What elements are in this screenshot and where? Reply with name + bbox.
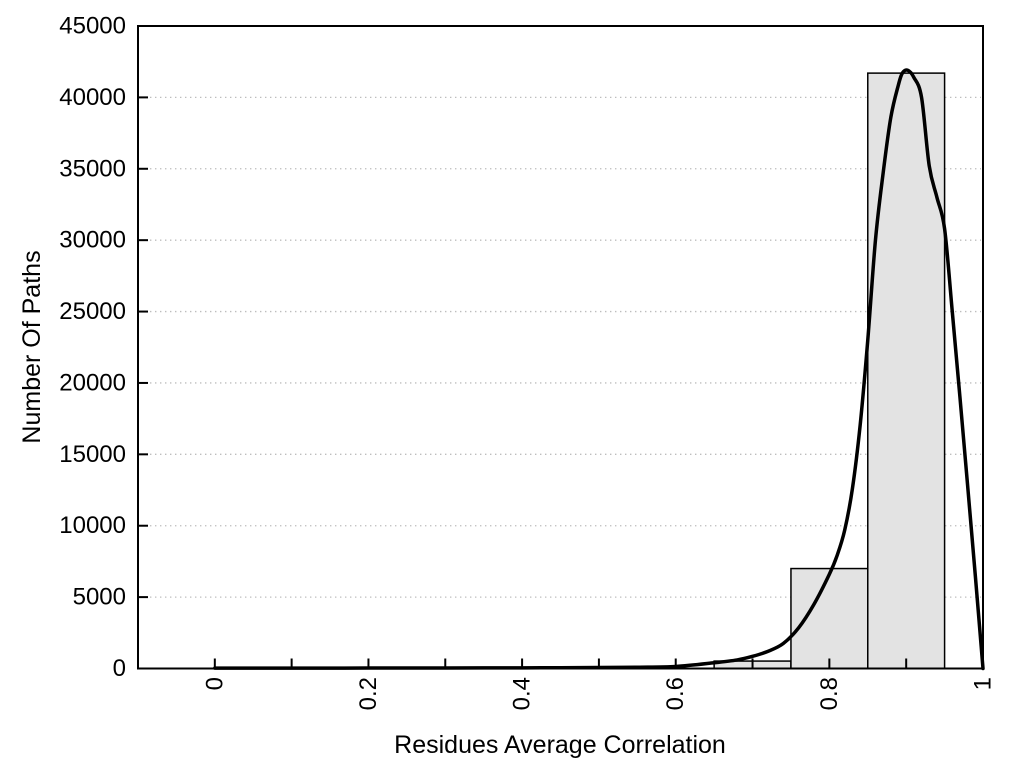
y-tick-label: 30000 — [59, 227, 126, 254]
tick-labels-layer: 0 5000 10000 15000 20000 25000 30000 35000 40000… — [59, 13, 996, 711]
y-tick-label: 25000 — [59, 298, 126, 325]
y-tick-label: 15000 — [59, 441, 126, 468]
x-axis-title: Residues Average Correlation — [394, 731, 726, 759]
y-tick-label: 35000 — [59, 155, 126, 182]
x-tick-label: 1 — [970, 677, 997, 690]
y-tick-label: 0 — [113, 655, 126, 682]
gridlines-layer — [150, 96, 981, 598]
x-tick-label: 0.2 — [355, 677, 382, 710]
x-tick-label: 0.4 — [509, 677, 536, 710]
density-curve-layer — [213, 68, 985, 671]
y-axis-title: Number Of Paths — [18, 250, 46, 443]
y-tick-label: 10000 — [59, 512, 126, 539]
histogram-bars-layer — [713, 72, 946, 670]
x-tick-label: 0.6 — [662, 677, 689, 710]
y-tick-label: 5000 — [73, 584, 126, 611]
x-tick-label: 0 — [201, 677, 228, 690]
histogram-bar — [790, 567, 869, 670]
histogram-bar — [867, 72, 946, 670]
x-tick-label: 0.8 — [816, 677, 843, 710]
density-curve — [213, 68, 985, 671]
y-tick-label: 40000 — [59, 84, 126, 111]
y-tick-label: 45000 — [59, 13, 126, 40]
y-tick-label: 20000 — [59, 369, 126, 396]
